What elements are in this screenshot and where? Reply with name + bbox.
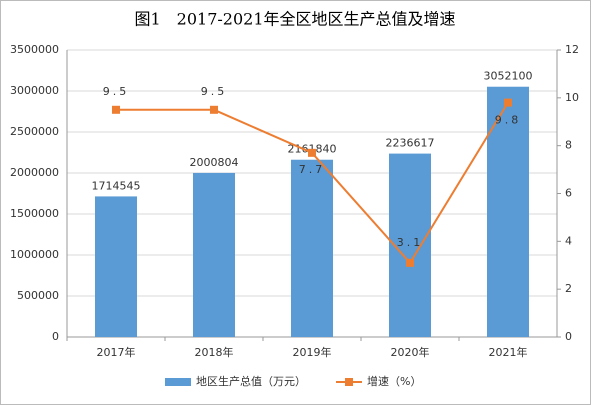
y-tick-label: 2500000 <box>10 125 59 138</box>
x-tick-label: 2019年 <box>293 345 332 359</box>
line-marker <box>112 105 120 114</box>
line-value-label: 7.7 <box>299 163 326 176</box>
x-tick-label: 2018年 <box>195 345 234 359</box>
bar <box>389 153 431 337</box>
legend-swatch <box>165 378 191 386</box>
y-tick-label: 1000000 <box>10 248 59 261</box>
bar <box>95 196 137 337</box>
line-marker <box>504 98 512 107</box>
y2-tick-label: 4 <box>565 234 572 247</box>
y2-tick-label: 8 <box>565 139 572 152</box>
bar <box>291 159 333 337</box>
y2-tick-label: 2 <box>565 282 572 295</box>
y-tick-label: 2000000 <box>10 166 59 179</box>
line-value-label: 9.8 <box>495 114 522 127</box>
line-marker <box>406 258 414 267</box>
bar <box>193 172 235 337</box>
y-tick-label: 500000 <box>17 289 59 302</box>
x-tick-label: 2017年 <box>97 345 136 359</box>
line-marker <box>308 148 316 157</box>
y-tick-label: 3500000 <box>10 43 59 56</box>
bar-value-label: 1714545 <box>92 179 141 192</box>
chart-title: 图1 2017-2021年全区地区生产总值及增速 <box>134 10 455 29</box>
bar-value-label: 2000804 <box>190 156 239 169</box>
y-tick-label: 1500000 <box>10 207 59 220</box>
legend-swatch <box>345 378 353 386</box>
y2-tick-label: 0 <box>565 330 572 343</box>
line-value-label: 3.1 <box>397 236 424 249</box>
bar-value-label: 2236617 <box>386 137 435 150</box>
x-tick-label: 2021年 <box>489 345 528 359</box>
y2-tick-label: 12 <box>565 43 579 56</box>
bar-value-label: 3052100 <box>484 70 533 83</box>
legend-label: 地区生产总值（万元） <box>196 374 306 388</box>
y-tick-label: 3000000 <box>10 84 59 97</box>
y-tick-label: 0 <box>52 330 59 343</box>
line-value-label: 9.5 <box>201 85 228 98</box>
x-tick-label: 2020年 <box>391 345 430 359</box>
legend-label: 增速（%） <box>367 374 421 388</box>
line-value-label: 9.5 <box>103 85 130 98</box>
line-marker <box>210 105 218 114</box>
y2-tick-label: 6 <box>565 187 572 200</box>
y2-tick-label: 10 <box>565 91 579 104</box>
bar <box>487 86 529 337</box>
